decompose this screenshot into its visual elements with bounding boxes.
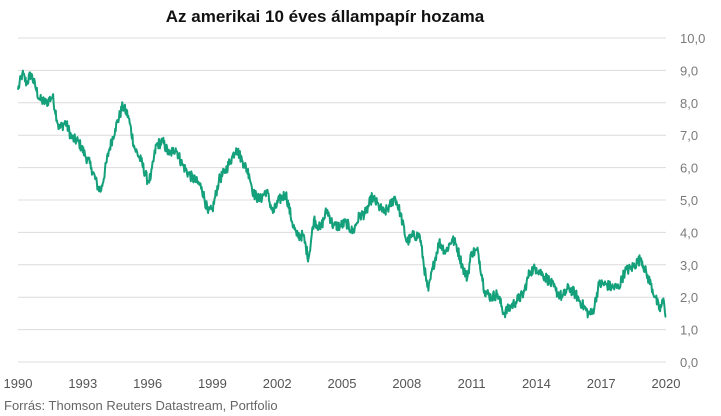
y-tick-label: 10,0 <box>680 31 705 46</box>
y-tick-label: 6,0 <box>680 161 698 176</box>
y-tick-label: 1,0 <box>680 323 698 338</box>
x-tick-label: 2020 <box>652 376 681 391</box>
x-tick-label: 2011 <box>458 376 486 391</box>
x-tick-label: 1993 <box>68 376 97 391</box>
x-tick-label: 1996 <box>133 376 162 391</box>
series-line <box>17 69 667 319</box>
y-tick-label: 8,0 <box>680 96 698 111</box>
y-tick-label: 5,0 <box>680 193 698 208</box>
x-tick-label: 2002 <box>263 376 292 391</box>
x-tick-label: 1990 <box>4 376 33 391</box>
x-tick-label: 1999 <box>198 376 227 391</box>
y-tick-label: 0,0 <box>680 355 698 370</box>
source-note: Forrás: Thomson Reuters Datastream, Port… <box>4 398 278 413</box>
y-tick-label: 3,0 <box>680 258 698 273</box>
x-tick-label: 2014 <box>522 376 551 391</box>
x-tick-label: 2005 <box>328 376 357 391</box>
x-tick-label: 2017 <box>587 376 616 391</box>
y-tick-label: 4,0 <box>680 225 698 240</box>
x-axis-ticks: 1990 1993 1996 1999 2002 2005 2008 2011 2014 2017… <box>4 376 681 391</box>
y-tick-label: 9,0 <box>680 63 698 78</box>
grid-lines <box>18 37 666 363</box>
series-line-group <box>17 69 667 319</box>
y-tick-label: 2,0 <box>680 290 698 305</box>
y-tick-label: 7,0 <box>680 128 698 143</box>
y-axis-ticks: 0,0 1,0 2,0 3,0 4,0 5,0 6,0 7,0 8,0 9,0 10,0 <box>680 31 705 370</box>
chart-title: Az amerikai 10 éves állampapír hozama <box>166 7 485 26</box>
x-tick-label: 2008 <box>392 376 421 391</box>
